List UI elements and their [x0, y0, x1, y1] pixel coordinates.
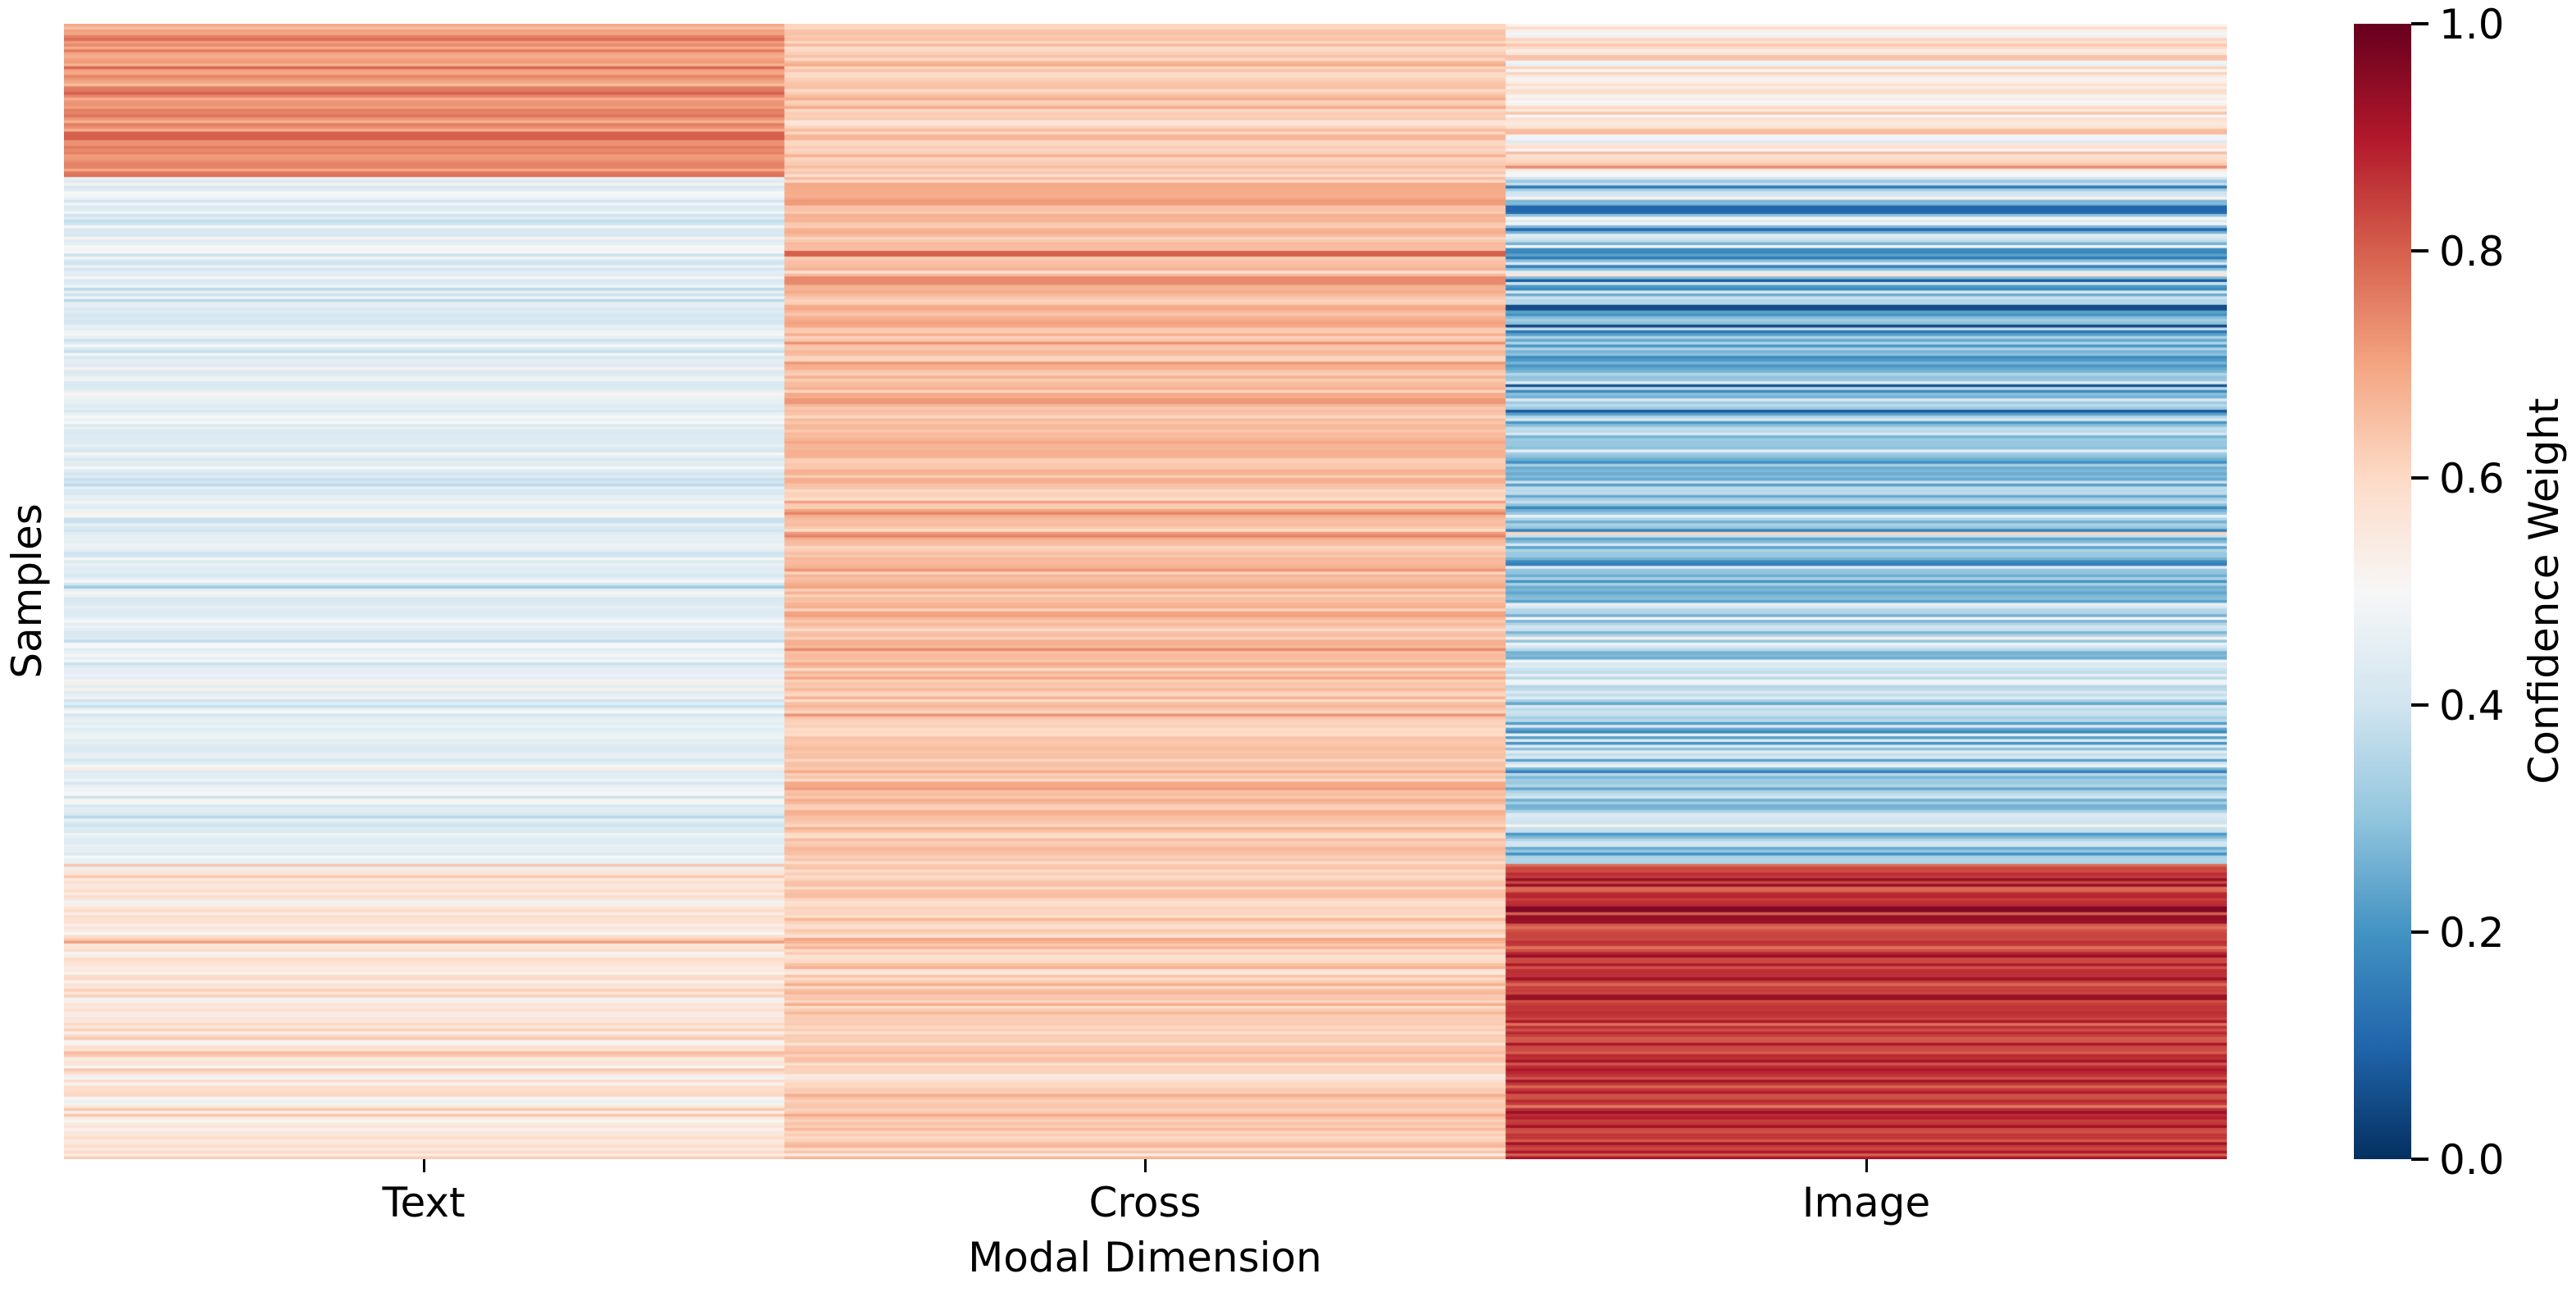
x-tick-image — [1865, 1159, 1868, 1172]
colorbar-axis-label: Confidence Weight — [2520, 398, 2568, 785]
colorbar-tick — [2411, 930, 2428, 934]
colorbar-tick — [2411, 249, 2428, 252]
colorbar-tick — [2411, 1158, 2428, 1161]
x-tick-text — [423, 1159, 425, 1172]
x-tick-label-image: Image — [1801, 1179, 1931, 1226]
colorbar-tick-label: 0.8 — [2439, 228, 2505, 275]
x-tick-label-cross: Cross — [1088, 1179, 1202, 1226]
colorbar-tick-label: 0.2 — [2439, 909, 2505, 957]
colorbar-tick — [2411, 703, 2428, 707]
colorbar-gradient — [2354, 24, 2411, 1159]
colorbar-tick — [2411, 22, 2428, 25]
x-tick-cross — [1144, 1159, 1147, 1172]
heatmap-canvas — [64, 24, 2227, 1159]
colorbar-tick-label: 1.0 — [2439, 1, 2505, 48]
colorbar-tick-label: 0.6 — [2439, 455, 2505, 503]
y-axis-label: Samples — [3, 503, 51, 679]
x-axis-label: Modal Dimension — [968, 1234, 1322, 1281]
colorbar-tick-label: 0.4 — [2439, 682, 2505, 730]
colorbar-tick — [2411, 476, 2428, 480]
x-tick-label-text: Text — [382, 1179, 466, 1226]
colorbar-tick-label: 0.0 — [2439, 1136, 2505, 1184]
